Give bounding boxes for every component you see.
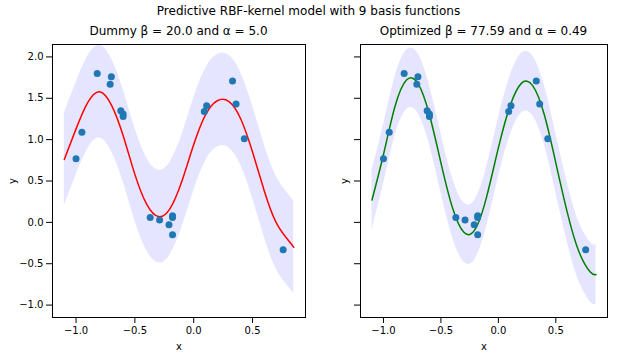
svg-text:y: y (339, 178, 350, 184)
html-text:Dummy β = 20.0 and α = 5.0: Dummy β = 20.0 and α = 5.0 (89, 24, 268, 38)
svg-text:−0.5: −0.5 (19, 258, 43, 269)
svg-text:y: y (7, 178, 18, 184)
svg-text:x: x (176, 341, 182, 352)
svg-text:−0.5: −0.5 (123, 325, 147, 336)
svg-text:2.0: 2.0 (28, 51, 44, 62)
svg-text:0.0: 0.0 (186, 325, 202, 336)
svg-text:0.5: 0.5 (548, 325, 564, 336)
svg-text:0.5: 0.5 (245, 325, 261, 336)
svg-text:1.0: 1.0 (28, 134, 44, 145)
svg-text:−1.0: −1.0 (19, 299, 43, 310)
html-text:Optimized β = 77.59 and α = 0.: Optimized β = 77.59 and α = 0.49 (379, 24, 588, 38)
svg-text:−1.0: −1.0 (371, 325, 395, 336)
svg-text:x: x (481, 341, 487, 352)
svg-text:−1.0: −1.0 (64, 325, 88, 336)
svg-text:−0.5: −0.5 (429, 325, 453, 336)
svg-text:0.5: 0.5 (28, 175, 44, 186)
svg-text:1.5: 1.5 (28, 92, 44, 103)
svg-text:0.0: 0.0 (490, 325, 506, 336)
html-text:Predictive RBF-kernel model wi: Predictive RBF-kernel model with 9 basis… (156, 4, 461, 18)
svg-text:0.0: 0.0 (28, 217, 44, 228)
